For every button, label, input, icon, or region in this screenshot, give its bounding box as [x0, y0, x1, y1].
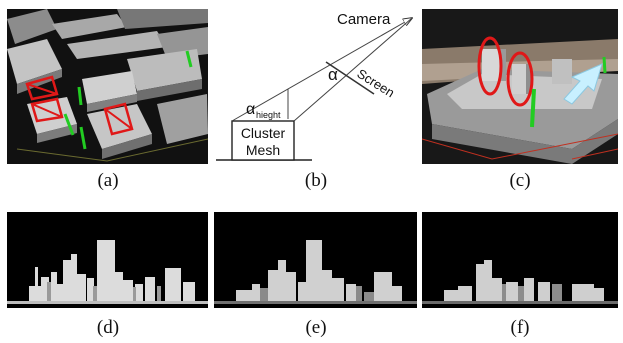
panel-c-closeup — [422, 9, 618, 164]
mesh-label: Mesh — [246, 142, 280, 158]
caption-b: (b) — [304, 170, 328, 191]
caption-c: (c) — [509, 170, 531, 191]
highlight-circle-2 — [506, 51, 534, 107]
panel-e-skyline — [214, 212, 417, 308]
alpha-height-subscript: hieght — [256, 110, 281, 120]
skyline-e — [214, 212, 417, 308]
panel-a-render — [7, 9, 208, 164]
panel-a-city-clusters — [7, 9, 208, 164]
screen-label: Screen — [354, 66, 397, 101]
alpha-height-symbol: α — [246, 101, 255, 118]
ray-bottom — [293, 17, 413, 122]
caption-e: (e) — [305, 317, 327, 338]
panel-f-skyline — [422, 212, 618, 308]
skyline-f — [422, 212, 618, 308]
caption-a: (a) — [97, 170, 119, 191]
skyline-d — [7, 212, 208, 308]
screen-line — [325, 61, 375, 95]
panel-d-skyline — [7, 212, 208, 308]
highlight-circle-1 — [477, 36, 503, 96]
cluster-mesh-box — [231, 120, 295, 161]
camera-label: Camera — [337, 11, 391, 28]
alpha-label: α — [328, 65, 338, 84]
panel-c-render — [422, 9, 618, 164]
panel-b-diagram: Cluster Mesh Camera α Screen α hieght — [214, 4, 417, 166]
pointer-arrow-icon — [563, 63, 603, 105]
caption-f: (f) — [510, 317, 530, 338]
cluster-label: Cluster — [241, 125, 286, 141]
ray-top — [231, 18, 412, 122]
caption-d: (d) — [96, 317, 120, 338]
diagram-b: Cluster Mesh Camera α Screen α hieght — [216, 11, 417, 161]
